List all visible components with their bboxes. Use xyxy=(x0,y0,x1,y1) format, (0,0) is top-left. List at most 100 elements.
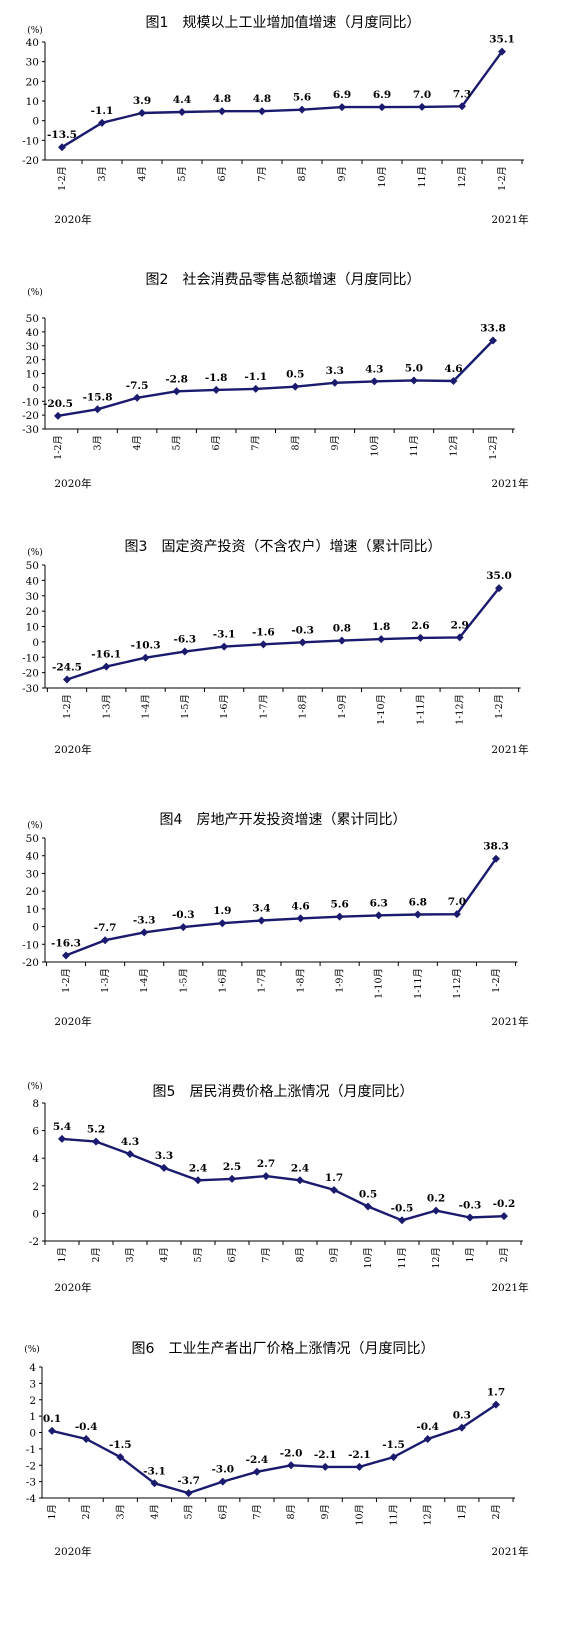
chart-5-data-label: -0.3 xyxy=(459,1200,482,1212)
chart-3-data-label: -10.3 xyxy=(131,640,161,652)
chart-6-data-point xyxy=(355,1462,364,1471)
chart-6-y-tick-label: 1 xyxy=(29,1411,36,1423)
chart-5-x-tick-label: 8月 xyxy=(295,1247,306,1263)
chart-5-x-tick-label: 10月 xyxy=(363,1247,374,1269)
chart-6-data-label: -2.1 xyxy=(314,1449,337,1461)
chart-3-data-label: -24.5 xyxy=(52,662,82,674)
chart-5-data-point xyxy=(262,1172,270,1181)
chart-5-x-tick-label: 4月 xyxy=(159,1247,170,1263)
chart-3-x-tick-label: 1-9月 xyxy=(337,694,348,719)
chart-5-data-point xyxy=(330,1185,338,1194)
chart-5-x-tick-label: 11月 xyxy=(397,1247,408,1269)
chart-1-y-tick-label: 10 xyxy=(26,96,39,108)
chart-4-data-label: 4.6 xyxy=(291,900,309,912)
chart-6-x-tick-label: 3月 xyxy=(115,1504,126,1520)
chart-4-y-tick-label: 30 xyxy=(26,868,39,880)
chart-6-data-label: -0.4 xyxy=(75,1421,98,1433)
chart-6-data-label: 1.7 xyxy=(487,1387,505,1399)
chart-2-y-tick-label: 40 xyxy=(26,327,39,339)
chart-6-data-label: -2.1 xyxy=(348,1449,371,1461)
chart-4-x-tick-label: 1-2月 xyxy=(491,968,502,993)
chart-3-y-tick-label: -20 xyxy=(22,668,39,680)
chart-3-data-label: -0.3 xyxy=(291,624,314,636)
chart-2-year-start: 2020年 xyxy=(54,477,91,490)
chart-1-data-point xyxy=(498,47,506,56)
chart-5-data-label: 2.7 xyxy=(257,1158,275,1170)
chart-5-year-end: 2021年 xyxy=(491,1281,528,1294)
chart-1-x-tick-label: 7月 xyxy=(257,166,268,182)
chart-5-title: 图5 居民消费价格上涨情况（月度同比） xyxy=(153,1084,414,1100)
chart-1-x-tick-label: 4月 xyxy=(137,166,148,182)
chart-3-y-tick-label: 0 xyxy=(32,637,39,649)
chart-2-data-label: -7.5 xyxy=(126,380,149,392)
chart-3-data-point xyxy=(180,647,189,656)
chart-2-data-label: -15.8 xyxy=(83,391,113,403)
chart-5-data-label: 1.7 xyxy=(325,1172,343,1184)
chart-3-data-label: -16.1 xyxy=(91,649,121,661)
chart-2-data-label: -20.5 xyxy=(43,398,73,410)
chart-6-y-tick-label: -4 xyxy=(26,1493,37,1505)
chart-2-series-line xyxy=(57,339,494,417)
chart-5-year-start: 2020年 xyxy=(54,1281,91,1294)
chart-6-y-tick-label: -2 xyxy=(26,1460,36,1472)
chart-2-x-tick-label: 10月 xyxy=(369,435,380,457)
chart-4-data-point xyxy=(374,911,383,920)
chart-5-x-tick-label: 3月 xyxy=(125,1247,136,1263)
chart-4-data-label: 6.3 xyxy=(370,897,388,909)
chart-5-data-point xyxy=(500,1212,508,1221)
chart-3-year-end: 2021年 xyxy=(491,743,528,756)
chart-2-data-label: -1.1 xyxy=(244,371,267,383)
chart-2-x-tick-label: 11月 xyxy=(409,435,420,457)
chart-6-data-point xyxy=(150,1479,159,1488)
chart-2-data-label: 4.6 xyxy=(444,363,462,375)
chart-4-data-label: 7.0 xyxy=(448,896,466,908)
chart-3-year-start: 2020年 xyxy=(54,743,91,756)
chart-1-data-point xyxy=(258,107,266,116)
chart-2-data-point xyxy=(291,382,300,391)
chart-6-data-point xyxy=(184,1489,193,1498)
chart-5-data-point xyxy=(228,1174,236,1183)
chart-6-data-point xyxy=(457,1423,466,1432)
chart-3-data-point xyxy=(455,633,464,642)
chart-2-x-tick-label: 7月 xyxy=(251,435,262,451)
chart-3-data-label: -3.1 xyxy=(213,629,236,641)
chart-4-x-tick-label: 1-6月 xyxy=(217,968,228,993)
chart-6-data-point xyxy=(82,1435,91,1444)
chart-1-data-label: 35.1 xyxy=(489,34,515,46)
chart-5-x-tick-label: 9月 xyxy=(329,1247,340,1263)
chart-2-x-tick-label: 4月 xyxy=(132,435,143,451)
chart-2-y-tick-label: -20 xyxy=(22,410,39,422)
chart-4-data-point xyxy=(218,919,227,928)
chart-3-data-point xyxy=(102,662,111,671)
chart-5-data-point xyxy=(160,1163,168,1172)
chart-4-year-end: 2021年 xyxy=(491,1015,528,1028)
chart-4-data-point xyxy=(492,854,500,863)
chart-4-x-tick-label: 1-7月 xyxy=(256,968,267,993)
chart-1-x-tick-label: 5月 xyxy=(177,166,188,182)
chart-5-data-point xyxy=(466,1213,474,1222)
chart-1-unit-label: (%) xyxy=(27,25,43,36)
chart-2-data-label: 3.3 xyxy=(326,365,344,377)
chart-6-data-label: -1.5 xyxy=(109,1439,132,1451)
chart-5-data-label: 3.3 xyxy=(155,1150,173,1162)
chart-4-data-label: 5.6 xyxy=(330,899,348,911)
chart-1-data-label: 4.8 xyxy=(213,93,231,105)
chart-6-x-tick-label: 9月 xyxy=(320,1504,331,1520)
chart-3-data-point xyxy=(259,640,268,649)
chart-2-unit-label: (%) xyxy=(27,287,43,298)
chart-3-data-point xyxy=(337,636,346,645)
chart-1-y-tick-label: -20 xyxy=(22,155,39,167)
chart-5-data-point xyxy=(398,1216,406,1225)
chart-3-x-tick-label: 1-12月 xyxy=(455,694,466,725)
chart-4-y-tick-label: 40 xyxy=(26,851,39,863)
chart-3-x-tick-label: 1-7月 xyxy=(258,694,269,719)
chart-6-data-label: -2.0 xyxy=(280,1447,303,1459)
chart-5-data-label: 0.2 xyxy=(427,1193,445,1205)
chart-2-x-tick-label: 1-2月 xyxy=(488,435,499,460)
chart-4-x-tick-label: 1-4月 xyxy=(139,968,150,993)
chart-6-y-tick-label: 3 xyxy=(29,1378,36,1390)
chart-2-data-point xyxy=(172,387,181,396)
chart-2-x-tick-label: 9月 xyxy=(330,435,341,451)
chart-5-data-label: 5.2 xyxy=(87,1124,105,1136)
chart-1-data-label: 3.9 xyxy=(133,95,151,107)
